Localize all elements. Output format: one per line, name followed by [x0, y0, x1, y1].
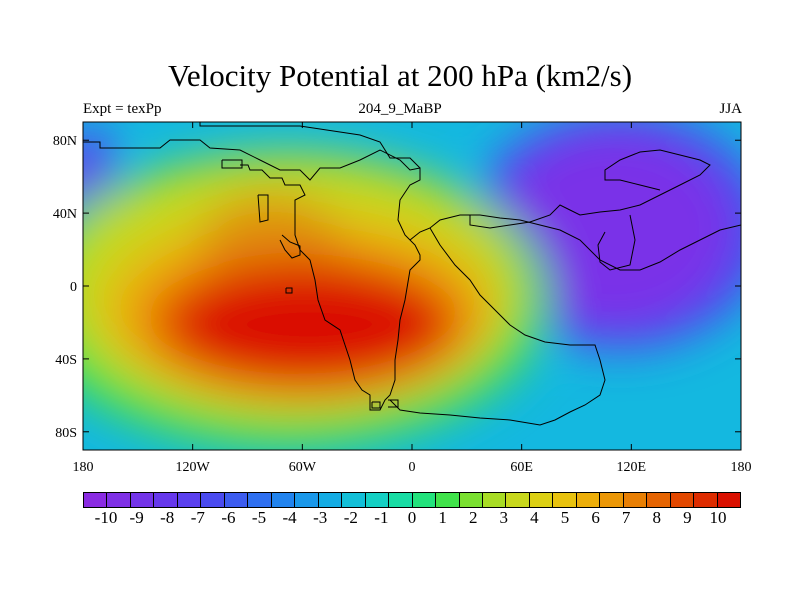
coastline-gulf [257, 194, 269, 223]
colorbar-label: 4 [530, 508, 539, 527]
colorbar-box [694, 493, 718, 507]
colorbar-label: -7 [190, 508, 205, 527]
colorbar-box [412, 493, 437, 507]
colorbar-box [365, 493, 390, 507]
colorbar-box [201, 493, 225, 507]
colorbar-box [670, 493, 695, 507]
lon-tick-label: 60W [289, 460, 317, 475]
plot-title: Velocity Potential at 200 hPa (km2/s) [167, 58, 633, 93]
colorbar-box [459, 493, 483, 507]
colorbar-label: -2 [343, 508, 358, 527]
coastline-africa-eurasia [409, 214, 741, 271]
colorbar-box [318, 493, 343, 507]
colorbar-label: 6 [591, 508, 600, 527]
colorbar-label: 9 [683, 508, 692, 527]
case-label: 204_9_MaBP [358, 101, 442, 117]
colorbar-label: 8 [652, 508, 662, 527]
colorbar-box [482, 493, 507, 507]
colorbar-box [295, 493, 319, 507]
colorbar-box [436, 493, 460, 507]
coastline-small-1 [285, 287, 293, 294]
lat-tick-label: 40N [53, 207, 77, 222]
colorbar-label: 3 [499, 508, 509, 527]
lon-tick-label: 0 [409, 460, 416, 475]
colorbar-label: -10 [94, 508, 118, 527]
lat-tick-label: 80N [53, 134, 77, 149]
season-label: JJA [719, 101, 742, 117]
longitude-axis: 180 120W 60W 0 60E 120E 180 [73, 122, 752, 475]
colorbar-label: 5 [560, 508, 570, 527]
colorbar-box [224, 493, 249, 507]
lat-tick-label: 40S [55, 353, 77, 368]
experiment-label: Expt = texPp [83, 101, 162, 117]
coastline-asia [469, 149, 711, 229]
colorbar-box [576, 493, 601, 507]
lon-tick-label: 180 [73, 460, 94, 475]
coastline-arctic [199, 122, 421, 169]
colorbar-label: -6 [221, 508, 236, 527]
colorbar-box [271, 493, 296, 507]
colorbar-box [84, 493, 108, 507]
colorbar-box [506, 493, 530, 507]
colorbar-label: -4 [282, 508, 297, 527]
coastline-africa [389, 227, 606, 426]
colorbar-box [342, 493, 366, 507]
colorbar-box [600, 493, 624, 507]
lon-tick-label: 180 [731, 460, 752, 475]
colorbar-box [130, 493, 155, 507]
colorbar-label: -1 [374, 508, 389, 527]
lon-tick-label: 120E [617, 460, 647, 475]
colorbar-label: 7 [621, 508, 631, 527]
coastline-americas [83, 139, 421, 411]
velocity-potential-field [83, 122, 741, 450]
colorbar-label: 1 [438, 508, 447, 527]
coastline-east [597, 214, 636, 271]
coastline-central [279, 234, 301, 259]
colorbar-label: -3 [313, 508, 328, 527]
colorbar-label: -8 [160, 508, 175, 527]
colorbar [83, 492, 741, 508]
coastline-islands [221, 159, 243, 169]
coastline-small-3 [388, 399, 399, 408]
colorbar-box [389, 493, 413, 507]
latitude-axis: 80N 40N 0 40S 80S [53, 134, 741, 441]
colorbar-box [248, 493, 272, 507]
colorbar-box [154, 493, 178, 507]
lat-tick-label: 0 [70, 280, 77, 295]
lon-tick-label: 120W [176, 460, 211, 475]
colorbar-box [647, 493, 671, 507]
colorbar-box [177, 493, 202, 507]
colorbar-box [107, 493, 131, 507]
colorbar-label: 0 [407, 508, 417, 527]
colorbar-label: -5 [251, 508, 267, 527]
colorbar-label: 10 [709, 508, 727, 527]
colorbar-box [553, 493, 577, 507]
colorbar-box [623, 493, 648, 507]
colorbar-box [717, 493, 741, 507]
coastline-small-2 [371, 401, 381, 409]
colorbar-box [529, 493, 554, 507]
lon-tick-label: 60E [510, 460, 533, 475]
colorbar-label: -9 [129, 508, 144, 527]
lat-tick-label: 80S [55, 426, 77, 441]
coastlines [83, 122, 741, 426]
colorbar-label: 2 [468, 508, 478, 527]
